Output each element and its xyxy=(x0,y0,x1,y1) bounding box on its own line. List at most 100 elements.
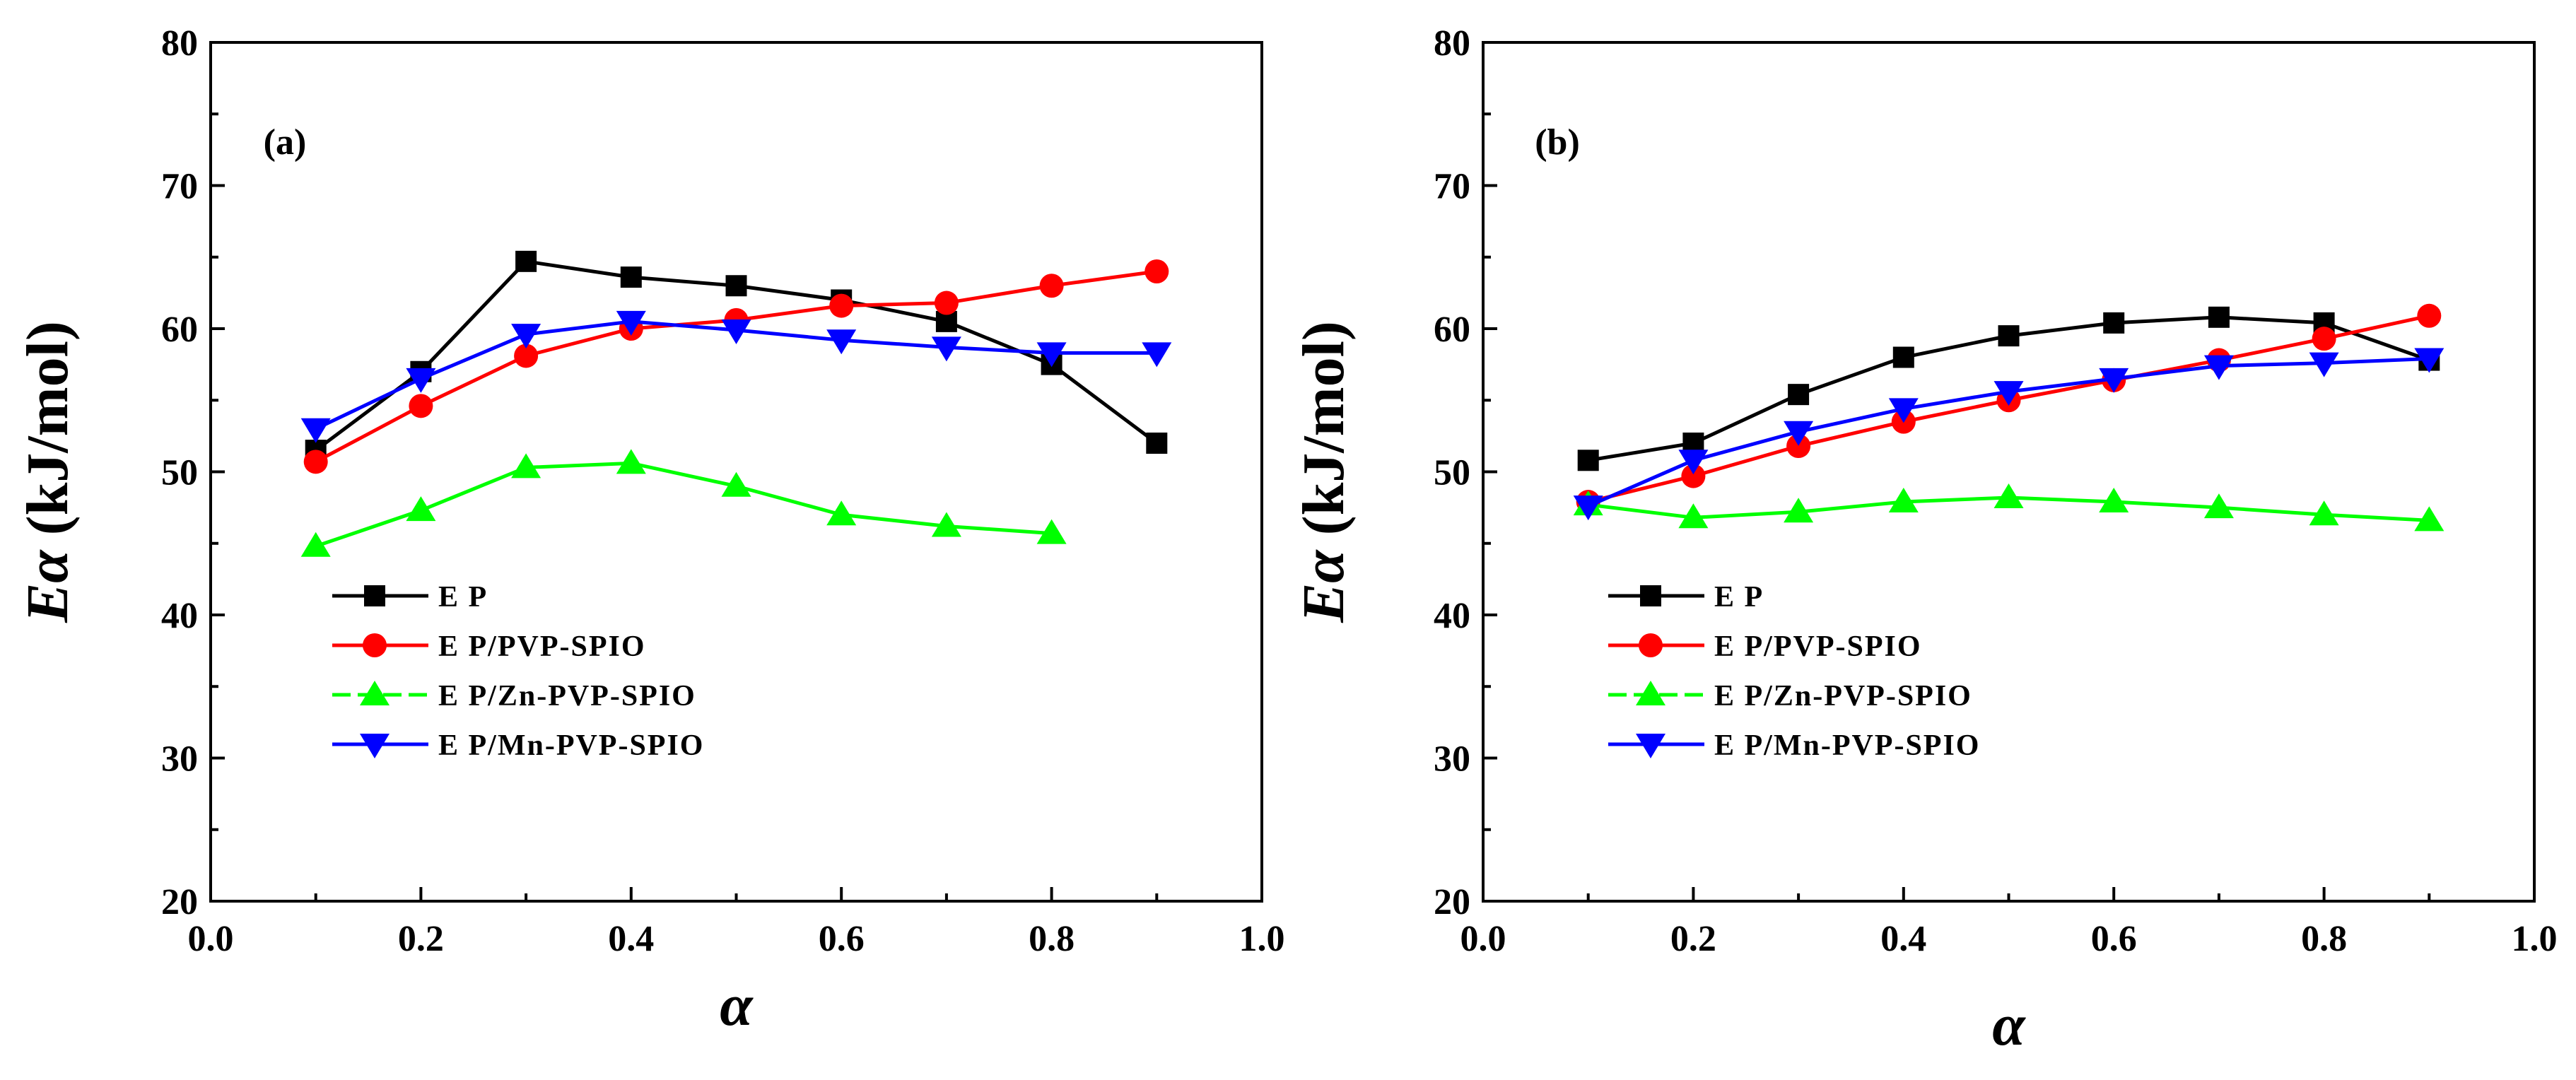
series-line xyxy=(315,461,1052,548)
legend-entry: E P/PVP-SPIO xyxy=(332,630,645,663)
data-point xyxy=(1678,503,1709,529)
data-point xyxy=(1998,325,2020,347)
data-point xyxy=(725,275,747,297)
legend-entry: E P xyxy=(1608,581,1764,614)
legend-label: E P/Zn-PVP-SPIO xyxy=(438,680,696,712)
legend-marker xyxy=(360,681,390,705)
data-point xyxy=(1994,381,2024,406)
data-point xyxy=(1144,259,1169,283)
x-axis-title: α xyxy=(720,973,754,1038)
data-point xyxy=(2414,506,2445,532)
legend-entry: E P/Zn-PVP-SPIO xyxy=(1608,680,1972,712)
panel-a: 0.0 0.2 0.4 0.6 0.8 1.0 20 30 40 50 60 70 80 α Eα (kJ/… xyxy=(15,23,1285,1038)
panel-label: (b) xyxy=(1535,122,1580,163)
data-point xyxy=(1784,421,1814,446)
legend-entry: E P xyxy=(332,581,488,614)
data-point xyxy=(1892,346,1914,368)
data-point xyxy=(934,290,959,315)
data-point xyxy=(826,500,857,526)
legend-entry: E P/Zn-PVP-SPIO xyxy=(332,680,696,712)
data-point xyxy=(829,293,854,318)
data-point xyxy=(2099,488,2129,513)
x-tick-label: 1.0 xyxy=(1239,919,1285,959)
data-point xyxy=(406,496,436,522)
legend-entry: E P/Mn-PVP-SPIO xyxy=(332,729,704,762)
data-point xyxy=(303,450,328,474)
y-tick-label: 70 xyxy=(1434,167,1470,207)
series-e-p-mn-pvp-spio xyxy=(300,310,1172,443)
legend-label: E P/Mn-PVP-SPIO xyxy=(438,729,704,762)
data-point xyxy=(2203,493,2234,519)
data-point xyxy=(2103,312,2125,334)
data-point xyxy=(1681,464,1706,488)
data-point xyxy=(721,319,751,345)
x-tick-label: 0.4 xyxy=(608,919,654,959)
x-tick-label: 0.6 xyxy=(819,919,865,959)
data-point xyxy=(616,310,646,336)
y-tick-label: 80 xyxy=(1434,23,1470,64)
data-point xyxy=(1146,433,1168,454)
legend-marker xyxy=(1640,585,1661,606)
data-point xyxy=(406,368,436,393)
data-point xyxy=(2099,368,2129,393)
y-tick-label: 80 xyxy=(161,23,198,64)
y-tick-label: 20 xyxy=(1434,882,1470,922)
data-point xyxy=(511,453,541,479)
data-point xyxy=(409,394,433,418)
y-tick-label: 70 xyxy=(161,167,198,207)
legend-label: E P xyxy=(1714,581,1764,614)
data-point xyxy=(2414,348,2445,373)
y-tick-label: 50 xyxy=(1434,453,1470,493)
legend-label: E P/Zn-PVP-SPIO xyxy=(1714,680,1972,712)
legend-label: E P/Mn-PVP-SPIO xyxy=(1714,729,1980,762)
data-point xyxy=(1573,495,1603,521)
data-point xyxy=(1577,450,1599,471)
panel-b: 0.0 0.2 0.4 0.6 0.8 1.0 20 30 40 50 60 70 80 α Eα (kJ/… xyxy=(1291,23,2558,1058)
y-axis-title: Eα (kJ/mol) xyxy=(1291,321,1357,623)
data-point xyxy=(1142,342,1172,368)
x-axis-title: α xyxy=(1992,992,2026,1058)
series-e-p-zn-pvp-spio xyxy=(300,449,1067,557)
data-point xyxy=(2309,500,2339,526)
y-axis-title: Eα (kJ/mol) xyxy=(15,321,81,623)
legend-label: E P xyxy=(438,581,488,614)
data-point xyxy=(300,418,331,443)
y-tick-label: 30 xyxy=(1434,739,1470,780)
legend-marker xyxy=(1639,633,1663,657)
data-point xyxy=(1888,488,1919,513)
legend-marker xyxy=(363,633,387,657)
data-point xyxy=(721,471,751,497)
data-point xyxy=(1888,398,1919,423)
y-tick-label: 50 xyxy=(161,453,198,493)
data-point xyxy=(826,329,857,355)
data-point xyxy=(2309,352,2339,377)
y-tick-label: 60 xyxy=(161,310,198,350)
x-tick-label: 0.2 xyxy=(1670,919,1716,959)
legend-marker xyxy=(1636,681,1665,705)
x-tick-label: 0.8 xyxy=(2301,919,2347,959)
panel-label: (a) xyxy=(264,122,307,163)
y-tick-label: 40 xyxy=(1434,596,1470,636)
data-point xyxy=(1786,434,1811,459)
legend-marker xyxy=(364,585,385,606)
data-point xyxy=(1784,498,1814,523)
legend-marker xyxy=(360,734,390,758)
legend-label: E P/PVP-SPIO xyxy=(1714,630,1922,663)
data-point xyxy=(2417,303,2442,328)
data-point xyxy=(1036,342,1067,368)
data-point xyxy=(931,512,961,537)
x-tick-label: 0.8 xyxy=(1029,919,1075,959)
legend-marker xyxy=(1636,734,1665,758)
data-point xyxy=(300,532,331,557)
y-tick-label: 30 xyxy=(161,739,198,780)
data-point xyxy=(2208,306,2230,328)
series-e-p xyxy=(1577,306,2440,471)
data-point xyxy=(616,449,646,474)
x-tick-label: 0.4 xyxy=(1880,919,1926,959)
x-tick-label: 0.0 xyxy=(188,919,234,959)
data-point xyxy=(514,344,539,368)
y-tick-label: 40 xyxy=(161,596,198,636)
series-e-p-zn-pvp-spio xyxy=(1573,483,2445,532)
x-tick-label: 0.6 xyxy=(2091,919,2137,959)
